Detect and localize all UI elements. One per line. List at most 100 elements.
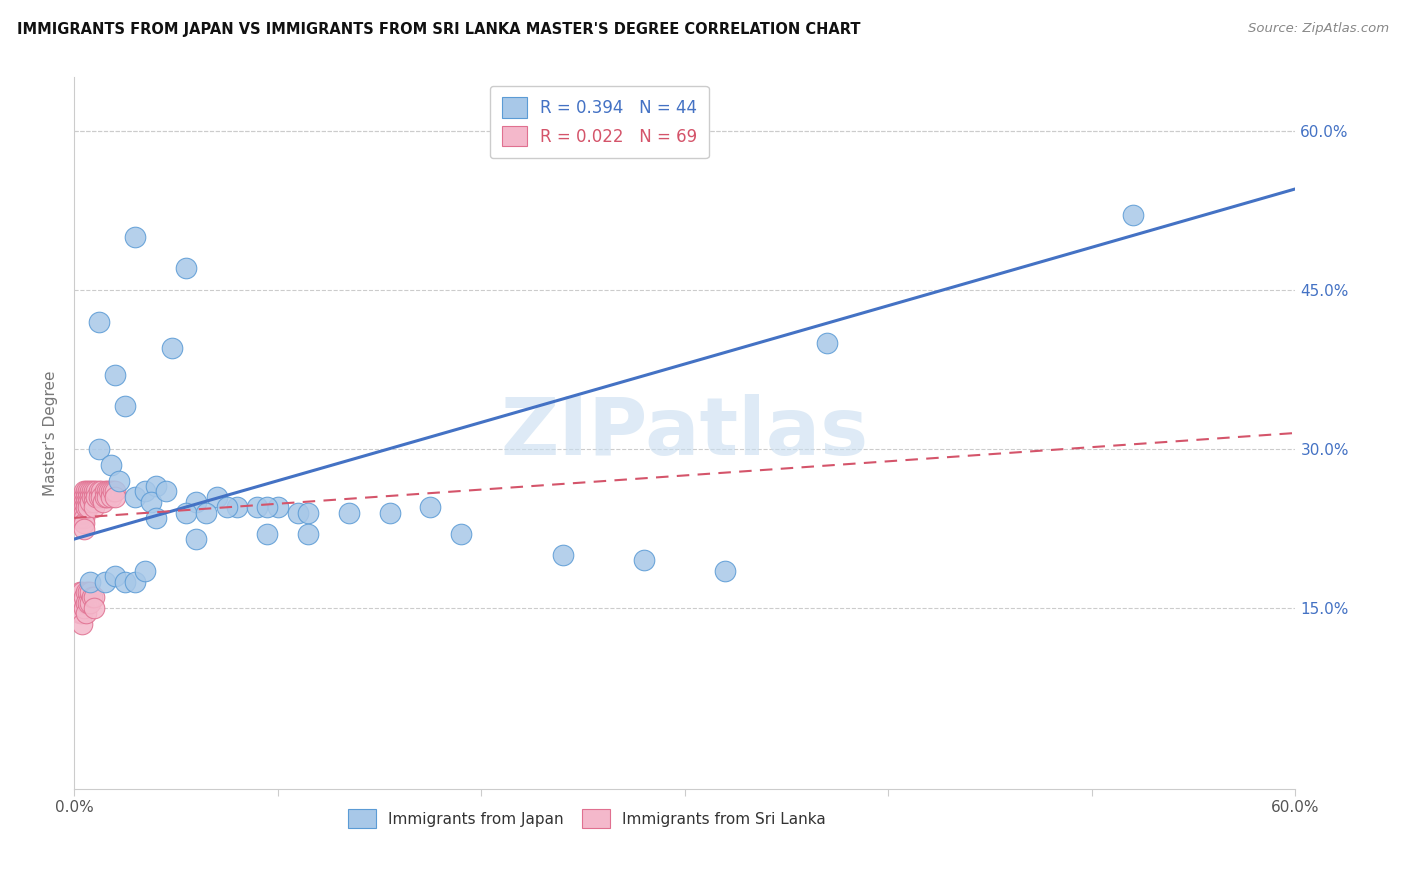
Point: [97, 484, 120, 499]
Point: [134, 564, 156, 578]
Point: [108, 474, 131, 488]
Point: [93, 490, 115, 504]
Point: [90, 484, 112, 499]
Point: [70, 495, 93, 509]
Text: ZIPatlas: ZIPatlas: [501, 394, 869, 472]
Point: [77, 585, 100, 599]
Point: [337, 506, 360, 520]
Point: [75, 585, 97, 599]
Point: [93, 574, 115, 589]
Point: [69, 585, 91, 599]
Point: [205, 490, 228, 504]
Point: [419, 500, 441, 515]
Point: [73, 506, 96, 520]
Point: [297, 506, 319, 520]
Point: [70, 607, 93, 621]
Point: [77, 500, 100, 515]
Point: [75, 596, 97, 610]
Point: [69, 500, 91, 515]
Point: [551, 548, 574, 562]
Point: [70, 596, 93, 610]
Point: [79, 585, 101, 599]
Point: [79, 574, 101, 589]
Point: [83, 484, 105, 499]
Point: [226, 500, 249, 515]
Point: [124, 490, 146, 504]
Point: [91, 495, 114, 509]
Point: [82, 490, 104, 504]
Point: [104, 368, 127, 382]
Point: [75, 500, 97, 515]
Point: [83, 591, 105, 605]
Text: Source: ZipAtlas.com: Source: ZipAtlas.com: [1249, 22, 1389, 36]
Point: [73, 495, 96, 509]
Point: [69, 607, 91, 621]
Y-axis label: Master's Degree: Master's Degree: [44, 370, 58, 496]
Point: [256, 526, 278, 541]
Point: [69, 495, 91, 509]
Point: [73, 601, 96, 615]
Point: [174, 506, 197, 520]
Point: [79, 596, 101, 610]
Point: [75, 495, 97, 509]
Point: [100, 484, 122, 499]
Point: [86, 490, 108, 504]
Point: [77, 495, 100, 509]
Point: [124, 574, 146, 589]
Point: [69, 596, 91, 610]
Point: [87, 490, 110, 504]
Point: [101, 484, 124, 499]
Point: [83, 601, 105, 615]
Point: [287, 506, 309, 520]
Point: [75, 484, 97, 499]
Point: [160, 341, 183, 355]
Point: [73, 591, 96, 605]
Point: [114, 574, 136, 589]
Point: [70, 490, 93, 504]
Point: [195, 506, 218, 520]
Point: [246, 500, 269, 515]
Point: [297, 526, 319, 541]
Point: [104, 569, 127, 583]
Point: [815, 335, 838, 350]
Point: [215, 500, 238, 515]
Point: [83, 500, 105, 515]
Point: [186, 495, 208, 509]
Point: [114, 400, 136, 414]
Point: [70, 500, 93, 515]
Point: [73, 521, 96, 535]
Text: IMMIGRANTS FROM JAPAN VS IMMIGRANTS FROM SRI LANKA MASTER'S DEGREE CORRELATION C: IMMIGRANTS FROM JAPAN VS IMMIGRANTS FROM…: [17, 22, 860, 37]
Point: [145, 479, 167, 493]
Point: [633, 553, 655, 567]
Point: [124, 229, 146, 244]
Point: [79, 490, 101, 504]
Point: [90, 490, 112, 504]
Point: [104, 484, 127, 499]
Point: [714, 564, 737, 578]
Point: [77, 490, 100, 504]
Point: [450, 526, 472, 541]
Point: [186, 532, 208, 546]
Legend: Immigrants from Japan, Immigrants from Sri Lanka: Immigrants from Japan, Immigrants from S…: [343, 804, 832, 834]
Point: [77, 484, 100, 499]
Point: [93, 484, 115, 499]
Point: [70, 506, 93, 520]
Point: [73, 511, 96, 525]
Point: [100, 458, 122, 472]
Point: [155, 484, 177, 499]
Point: [83, 490, 105, 504]
Point: [82, 591, 104, 605]
Point: [79, 484, 101, 499]
Point: [83, 495, 105, 509]
Point: [174, 261, 197, 276]
Point: [87, 484, 110, 499]
Point: [82, 484, 104, 499]
Point: [378, 506, 401, 520]
Point: [134, 484, 156, 499]
Point: [86, 484, 108, 499]
Point: [75, 607, 97, 621]
Point: [141, 495, 163, 509]
Point: [69, 511, 91, 525]
Point: [256, 500, 278, 515]
Point: [96, 484, 118, 499]
